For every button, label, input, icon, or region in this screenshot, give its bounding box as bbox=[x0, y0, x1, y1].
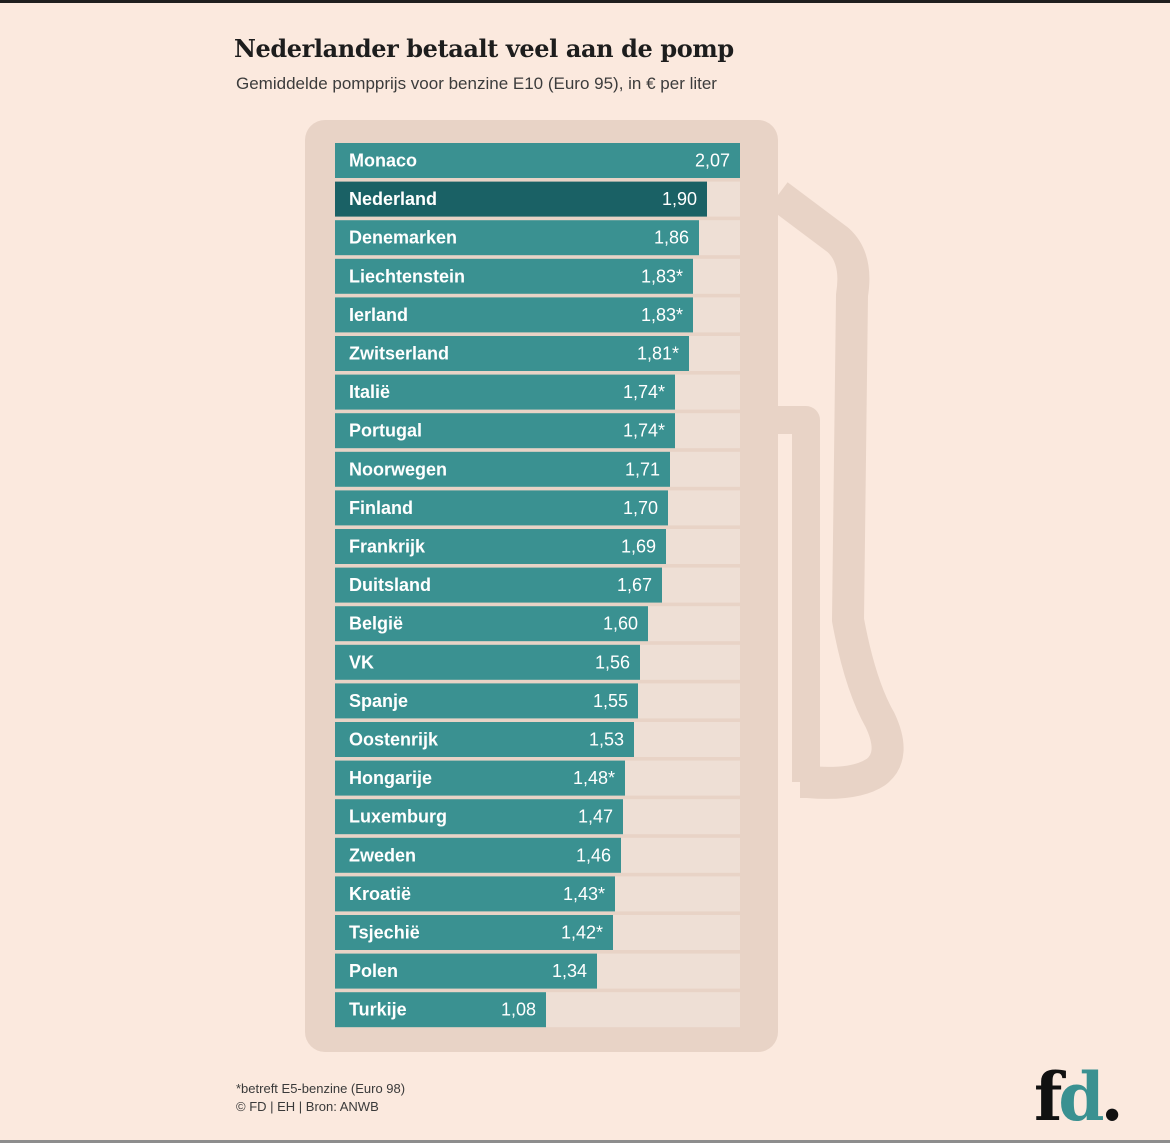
bar-value-label: 1,71 bbox=[625, 459, 660, 479]
bar-category-label: Hongarije bbox=[349, 768, 432, 788]
bar-value-label: 1,53 bbox=[589, 730, 624, 750]
bar-category-label: Polen bbox=[349, 961, 398, 981]
bar bbox=[335, 451, 670, 487]
bar-value-label: 1,67 bbox=[617, 575, 652, 595]
bar-value-label: 1,81* bbox=[637, 344, 679, 364]
bar bbox=[335, 992, 546, 1028]
bar-value-label: 2,07 bbox=[695, 151, 730, 171]
bar-value-label: 1,74* bbox=[623, 382, 665, 402]
bar bbox=[335, 567, 662, 603]
bar bbox=[335, 915, 613, 950]
bar-value-label: 1,46 bbox=[576, 845, 611, 865]
bar bbox=[335, 760, 625, 796]
bar-category-label: Monaco bbox=[349, 151, 417, 171]
bar bbox=[335, 529, 666, 564]
bar bbox=[335, 644, 640, 680]
bar bbox=[335, 181, 707, 217]
bar-category-label: Luxemburg bbox=[349, 807, 447, 827]
bar-category-label: Finland bbox=[349, 498, 413, 518]
chart-title: Nederlander betaalt veel aan de pomp bbox=[234, 34, 734, 63]
bar bbox=[335, 683, 638, 719]
bar-category-label: België bbox=[349, 614, 403, 634]
bar bbox=[335, 336, 689, 371]
bar-value-label: 1,08 bbox=[501, 1000, 536, 1020]
bar-value-label: 1,48* bbox=[573, 768, 615, 788]
bar-category-label: Nederland bbox=[349, 189, 437, 209]
bar-value-label: 1,43* bbox=[563, 884, 605, 904]
bar-value-label: 1,83* bbox=[641, 266, 683, 286]
bar bbox=[335, 490, 668, 526]
bar-category-label: VK bbox=[349, 652, 374, 672]
bar bbox=[335, 722, 634, 757]
top-rule bbox=[0, 0, 1170, 3]
bar-category-label: Duitsland bbox=[349, 575, 431, 595]
bar bbox=[335, 374, 675, 410]
bar-value-label: 1,42* bbox=[561, 923, 603, 943]
footnote: *betreft E5-benzine (Euro 98) © FD | EH … bbox=[236, 1080, 405, 1116]
bar bbox=[335, 297, 693, 333]
bar bbox=[335, 799, 623, 835]
bar-value-label: 1,70 bbox=[623, 498, 658, 518]
pump-hose-connector bbox=[778, 406, 820, 782]
bar bbox=[335, 606, 648, 642]
logo-d: d bbox=[1058, 1058, 1104, 1136]
bar bbox=[335, 837, 621, 873]
bar-value-label: 1,47 bbox=[578, 807, 613, 827]
bar-category-label: Oostenrijk bbox=[349, 730, 439, 750]
footnote-note: *betreft E5-benzine (Euro 98) bbox=[236, 1081, 406, 1096]
bar bbox=[335, 876, 615, 912]
chart-subtitle: Gemiddelde pompprijs voor benzine E10 (E… bbox=[236, 74, 717, 93]
bar-category-label: Frankrijk bbox=[349, 537, 426, 557]
bar-value-label: 1,83* bbox=[641, 305, 683, 325]
bar-category-label: Italië bbox=[349, 382, 390, 402]
bar bbox=[335, 953, 597, 989]
bar-category-label: Zweden bbox=[349, 845, 416, 865]
bar-value-label: 1,55 bbox=[593, 691, 628, 711]
bottom-rule bbox=[0, 1140, 1170, 1143]
bar-category-label: Turkije bbox=[349, 1000, 407, 1020]
bar-value-label: 1,34 bbox=[552, 961, 587, 981]
bar-value-label: 1,74* bbox=[623, 421, 665, 441]
bar-value-label: 1,56 bbox=[595, 652, 630, 672]
bar-value-label: 1,90 bbox=[662, 189, 697, 209]
bar-value-label: 1,60 bbox=[603, 614, 638, 634]
bar-category-label: Liechtenstein bbox=[349, 266, 465, 286]
bar bbox=[335, 220, 699, 256]
bar-category-label: Spanje bbox=[349, 691, 408, 711]
bar-value-label: 1,69 bbox=[621, 537, 656, 557]
bar-value-label: 1,86 bbox=[654, 228, 689, 248]
bar-category-label: Tsjechië bbox=[349, 923, 420, 943]
bar-category-label: Denemarken bbox=[349, 228, 457, 248]
bar-category-label: Ierland bbox=[349, 305, 408, 325]
bar-category-label: Zwitserland bbox=[349, 344, 449, 364]
footnote-credit: © FD | EH | Bron: ANWB bbox=[236, 1099, 379, 1114]
bar bbox=[335, 143, 740, 178]
logo-dot: . bbox=[1100, 1058, 1124, 1136]
fd-logo: fd. bbox=[1034, 1062, 1124, 1132]
pump-hose bbox=[768, 182, 904, 799]
bar-category-label: Portugal bbox=[349, 421, 422, 441]
bar bbox=[335, 258, 693, 294]
bar bbox=[335, 413, 675, 449]
bars-group: Monaco 2,07 Nederland 1,90 Denemarken 1,86 Lie… bbox=[335, 143, 740, 1028]
bar-category-label: Noorwegen bbox=[349, 459, 447, 479]
bar-category-label: Kroatië bbox=[349, 884, 411, 904]
logo-f: f bbox=[1034, 1058, 1062, 1136]
